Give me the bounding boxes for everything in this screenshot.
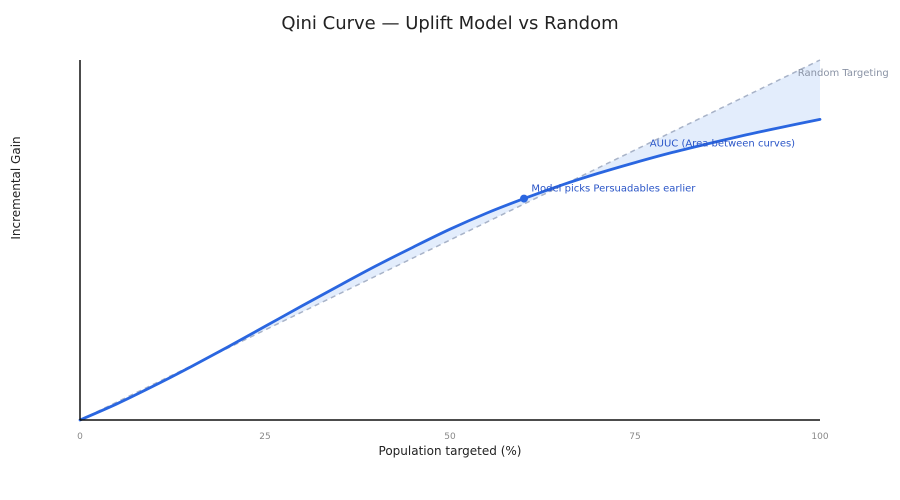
y-axis-label: Incremental Gain bbox=[9, 136, 23, 239]
x-tick-label: 75 bbox=[629, 432, 640, 442]
highlight-point bbox=[520, 194, 528, 203]
uplift-model-curve bbox=[78, 118, 822, 422]
annotation-random: Random Targeting bbox=[798, 68, 889, 79]
auuc-area bbox=[80, 60, 820, 420]
plot-area: 0 25 50 75 100 Random Targeting AUUC (Area bet… bbox=[77, 59, 889, 442]
annotation-point: Model picks Persuadables earlier bbox=[531, 183, 696, 194]
chart-title: Qini Curve — Uplift Model vs Random bbox=[281, 13, 618, 34]
x-tick-label: 100 bbox=[811, 432, 828, 442]
annotation-area: AUUC (Area between curves) bbox=[650, 138, 795, 149]
x-tick-label: 50 bbox=[444, 432, 456, 442]
x-tick-label: 0 bbox=[77, 432, 83, 442]
x-tick-label: 25 bbox=[259, 432, 270, 442]
x-axis-label: Population targeted (%) bbox=[379, 444, 522, 458]
